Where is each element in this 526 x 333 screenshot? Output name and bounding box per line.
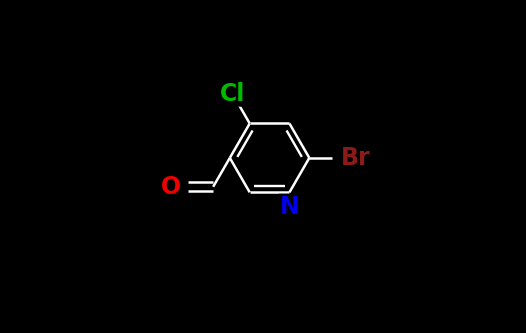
Text: N: N bbox=[280, 195, 299, 219]
Text: Cl: Cl bbox=[220, 82, 245, 106]
Text: O: O bbox=[161, 175, 181, 199]
Text: Br: Br bbox=[341, 146, 371, 170]
